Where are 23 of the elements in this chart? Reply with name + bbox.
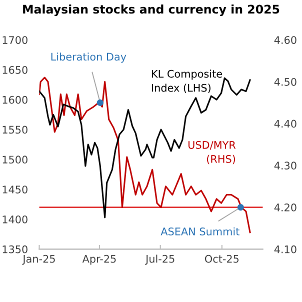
y-tick-label: 1500 <box>2 156 28 164</box>
y-tick-label: 1650 <box>2 66 28 74</box>
y-tick-label: 1550 <box>2 126 28 134</box>
y2-tick-label: 4.10 <box>274 245 296 254</box>
y-tick-label: 1350 <box>2 245 28 254</box>
y2-tick-label: 4.40 <box>274 120 296 128</box>
y2-tick-label: 4.20 <box>274 204 296 212</box>
annotation: Liberation Day <box>51 52 126 63</box>
chart-title: Malaysian stocks and currency in 2025 <box>23 4 280 16</box>
annotation: ASEAN Summit <box>160 227 240 236</box>
y2-tick-label: 4.50 <box>274 78 296 86</box>
y-tick-label: 1600 <box>2 96 28 104</box>
x-tick-label: Oct-25 <box>204 254 239 263</box>
x-tick-label: Apr-25 <box>82 254 116 265</box>
y-tick-label: 1400 <box>2 215 28 224</box>
y2-tick-label: 4.60 <box>274 36 296 44</box>
y-tick-label: 1450 <box>2 186 28 194</box>
x-tick-label: Jul-25 <box>145 254 174 265</box>
series-label: KL Composite Index (LHS) <box>152 70 222 93</box>
x-tick-label: Jan-25 <box>22 254 55 265</box>
y2-tick-label: 4.30 <box>274 162 296 170</box>
y-tick-label: 1700 <box>2 36 28 44</box>
series-label: USD/MYR (RHS) <box>188 141 236 164</box>
